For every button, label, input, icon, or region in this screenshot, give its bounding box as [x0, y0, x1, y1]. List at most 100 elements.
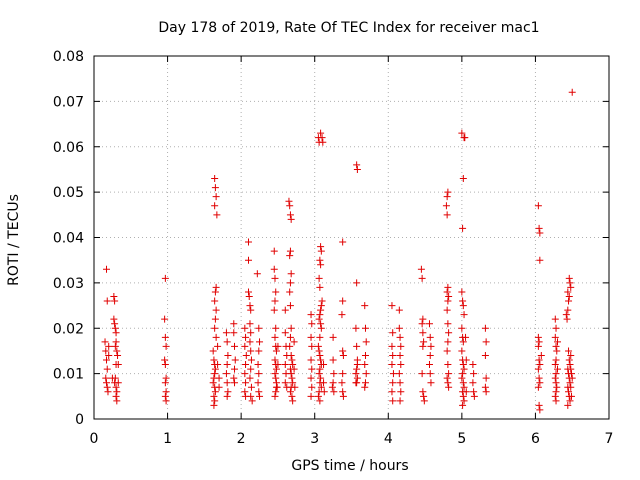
data-point: [329, 379, 337, 387]
data-point: [396, 379, 404, 387]
data-point: [362, 370, 370, 378]
data-point: [459, 370, 467, 378]
data-point: [458, 324, 466, 332]
data-point: [420, 397, 428, 405]
data-point: [388, 361, 396, 369]
data-point: [315, 370, 323, 378]
data-point: [242, 379, 250, 387]
data-point: [564, 288, 572, 296]
data-point: [536, 361, 544, 369]
data-point: [397, 342, 405, 350]
data-point: [353, 279, 361, 287]
data-point: [287, 324, 295, 332]
data-point: [286, 202, 294, 210]
data-point: [567, 383, 575, 391]
data-point: [389, 329, 397, 337]
data-point: [307, 392, 315, 400]
data-point: [247, 306, 255, 314]
chart-title: Day 178 of 2019, Rate Of TEC Index for r…: [158, 20, 539, 36]
data-point: [316, 397, 324, 405]
data-point: [214, 361, 222, 369]
data-point: [316, 365, 324, 373]
data-point: [212, 193, 220, 201]
data-point: [210, 392, 218, 400]
data-point: [565, 274, 573, 282]
data-point: [230, 374, 238, 382]
data-point: [247, 383, 255, 391]
data-point: [481, 383, 489, 391]
data-point: [552, 379, 560, 387]
data-point: [114, 379, 122, 387]
data-point: [255, 347, 263, 355]
data-point: [444, 379, 452, 387]
data-point: [568, 374, 576, 382]
data-point: [271, 274, 279, 282]
data-point: [425, 361, 433, 369]
data-point: [353, 165, 361, 173]
data-point: [567, 365, 575, 373]
data-point: [361, 379, 369, 387]
data-point: [246, 374, 254, 382]
data-point: [308, 383, 316, 391]
data-point: [362, 338, 370, 346]
data-point: [112, 383, 120, 391]
data-point: [162, 397, 170, 405]
data-point: [339, 297, 347, 305]
data-point: [425, 320, 433, 328]
data-point: [339, 351, 347, 359]
data-point: [459, 379, 467, 387]
data-point: [103, 297, 111, 305]
y-tick-label: 0.04: [53, 231, 84, 247]
data-point: [103, 265, 111, 273]
data-point: [417, 265, 425, 273]
data-point: [281, 379, 289, 387]
data-point: [211, 397, 219, 405]
data-point: [223, 379, 231, 387]
data-point: [443, 288, 451, 296]
data-point: [317, 356, 325, 364]
data-point: [565, 292, 573, 300]
data-point: [481, 351, 489, 359]
data-point: [395, 324, 403, 332]
data-point: [565, 388, 573, 396]
data-point: [247, 356, 255, 364]
data-point: [534, 333, 542, 341]
data-point: [253, 270, 261, 278]
data-point: [255, 388, 263, 396]
data-point: [552, 324, 560, 332]
data-point: [552, 356, 560, 364]
data-point: [112, 329, 120, 337]
data-point: [330, 370, 338, 378]
data-point: [426, 370, 434, 378]
data-point: [241, 388, 249, 396]
data-point: [287, 370, 295, 378]
data-point: [395, 370, 403, 378]
data-point: [551, 374, 559, 382]
data-points: [101, 88, 576, 414]
data-point: [388, 388, 396, 396]
data-point: [554, 365, 561, 373]
data-point: [317, 383, 325, 391]
data-point: [536, 229, 544, 237]
data-point: [286, 252, 294, 260]
data-point: [287, 270, 295, 278]
data-point: [111, 342, 119, 350]
data-point: [361, 383, 369, 391]
data-point: [231, 379, 239, 387]
data-point: [459, 297, 467, 305]
data-point: [291, 383, 299, 391]
data-point: [427, 379, 435, 387]
data-point: [316, 283, 324, 291]
x-tick-label: 6: [531, 431, 540, 447]
data-point: [339, 388, 347, 396]
data-point: [211, 297, 219, 305]
data-point: [338, 379, 346, 387]
data-point: [444, 283, 452, 291]
data-point: [281, 306, 289, 314]
data-point: [161, 392, 169, 400]
data-point: [458, 374, 466, 382]
data-point: [105, 342, 113, 350]
data-point: [272, 288, 280, 296]
data-point: [482, 338, 490, 346]
